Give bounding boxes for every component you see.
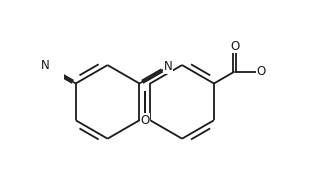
Text: N: N: [40, 59, 49, 72]
Text: O: O: [230, 40, 239, 53]
Text: O: O: [140, 114, 149, 127]
Text: O: O: [257, 65, 266, 78]
Text: N: N: [164, 60, 173, 73]
